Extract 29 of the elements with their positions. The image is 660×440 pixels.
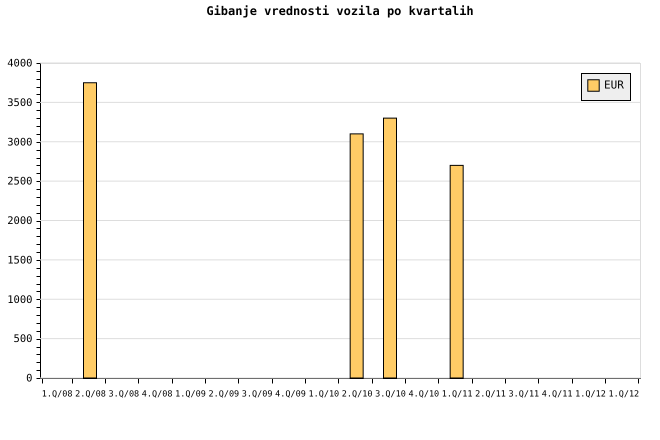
x-tick-label: 1.Q/12 xyxy=(608,390,640,400)
y-tick-label: 2000 xyxy=(7,215,32,227)
x-tick-label: 1.Q/09 xyxy=(175,390,206,400)
x-tick-label: 4.Q/11 xyxy=(542,390,573,400)
x-tick-label: 3.Q/10 xyxy=(375,390,406,400)
y-tick-label: 0 xyxy=(26,372,32,384)
x-tick-label: 2.Q/10 xyxy=(342,390,373,400)
x-tick-label: 2.Q/09 xyxy=(208,390,240,400)
x-tick-label: 1.Q/12 xyxy=(575,390,606,400)
x-tick-label: 4.Q/10 xyxy=(408,390,440,400)
x-tick-label: 1.Q/08 xyxy=(42,390,73,400)
x-tick-label: 3.Q/11 xyxy=(508,390,540,400)
y-tick-label: 3000 xyxy=(7,136,32,148)
x-tick-label: 1.Q/11 xyxy=(442,390,473,400)
x-tick-label: 1.Q/10 xyxy=(308,390,340,400)
x-tick-label: 4.Q/08 xyxy=(142,390,173,400)
y-tick-label: 2500 xyxy=(7,176,32,188)
y-tick-label: 4000 xyxy=(7,58,32,70)
chart-title: Gibanje vrednosti vozila po kvartalih xyxy=(206,4,474,18)
x-tick-label: 3.Q/09 xyxy=(242,390,273,400)
x-tick-label: 2.Q/11 xyxy=(475,390,506,400)
x-tick-label: 2.Q/08 xyxy=(75,390,106,400)
x-tick-label: 3.Q/08 xyxy=(108,390,140,400)
legend-label: EUR xyxy=(604,78,624,92)
y-tick-label: 1500 xyxy=(7,254,32,266)
y-tick-label: 500 xyxy=(14,333,32,346)
y-tick-label: 1000 xyxy=(7,294,32,306)
x-tick-label: 4.Q/09 xyxy=(275,390,306,400)
y-tick-label: 3500 xyxy=(7,96,32,109)
